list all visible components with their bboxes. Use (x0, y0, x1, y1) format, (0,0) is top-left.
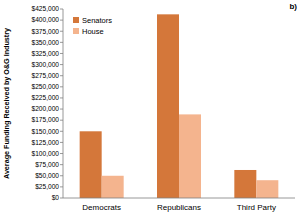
tick-label: $400,000 (31, 16, 59, 23)
tick-label: $125,000 (31, 139, 59, 146)
tick-mark (60, 64, 63, 65)
bar (179, 114, 201, 198)
tick-mark (60, 131, 63, 132)
tick-label: $375,000 (31, 28, 59, 35)
tick-mark (60, 53, 63, 54)
tick-mark (60, 120, 63, 121)
tick-label: $425,000 (31, 5, 59, 12)
tick-label: $275,000 (31, 72, 59, 79)
tick-label: $175,000 (31, 116, 59, 123)
tick-label: $250,000 (31, 83, 59, 90)
category-label: Republicans (157, 203, 201, 212)
bar (102, 176, 124, 198)
category-label: Third Party (237, 203, 276, 212)
tick-mark (60, 9, 63, 10)
bars (80, 14, 279, 198)
tick-label: $25,000 (35, 183, 59, 190)
tick-mark (60, 142, 63, 143)
tick-label: $300,000 (31, 61, 59, 68)
tick-mark (60, 198, 63, 199)
tick-mark (60, 109, 63, 110)
category-label: Democrats (82, 203, 121, 212)
bar (80, 131, 102, 198)
tick-label: $225,000 (31, 94, 59, 101)
tick-label: $100,000 (31, 150, 59, 157)
tick-label: $75,000 (35, 161, 59, 168)
tick-mark (60, 164, 63, 165)
tick-mark (60, 42, 63, 43)
tick-label: $200,000 (31, 105, 59, 112)
bar (157, 14, 179, 198)
tick-label: $350,000 (31, 39, 59, 46)
bar (256, 180, 278, 198)
tick-mark (60, 186, 63, 187)
annotation: b) (289, 2, 297, 11)
tick-mark (60, 20, 63, 21)
legend-swatch (73, 28, 79, 34)
y-axis (63, 9, 64, 198)
legend-label: Senators (82, 16, 112, 25)
bar (234, 170, 256, 198)
tick-mark (60, 75, 63, 76)
tick-mark (60, 86, 63, 87)
tick-label: $0 (52, 194, 60, 201)
tick-mark (60, 175, 63, 176)
tick-label: $50,000 (35, 172, 59, 179)
tick-mark (60, 97, 63, 98)
chart: $0 $25,000 $50,000 $75,000 $100,000 $125,000 $… (0, 0, 300, 217)
tick-mark (60, 31, 63, 32)
legend-swatch (73, 17, 79, 23)
legend-label: House (82, 27, 104, 36)
tick-mark (60, 153, 63, 154)
tick-label: $325,000 (31, 50, 59, 57)
x-axis (63, 198, 295, 199)
y-axis-label: Average Funding Received by O&G Industry (2, 28, 11, 179)
tick-label: $150,000 (31, 128, 59, 135)
